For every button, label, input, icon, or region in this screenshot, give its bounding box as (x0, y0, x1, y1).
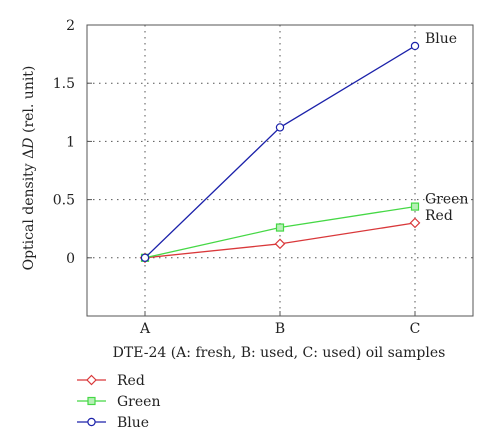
series-blue-point (275, 123, 285, 132)
y-axis-ticks: 0 0.5 1 1.5 2 (53, 18, 92, 267)
series-red-point (274, 238, 286, 250)
series-blue-point (410, 41, 420, 51)
y-axis-label: Optical density ΔD (rel. unit) (21, 66, 37, 271)
y-axis-label-variable: D (21, 137, 37, 149)
legend-label-red: Red (117, 373, 145, 389)
legend-marker-green (87, 396, 96, 406)
legend-marker-blue (87, 417, 96, 427)
series-green-point (275, 223, 285, 232)
series-green-point (410, 202, 420, 211)
series-blue (140, 41, 420, 262)
x-axis-ticks: A B C (139, 311, 420, 337)
x-axis-label: DTE-24 (A: fresh, B: used, C: used) oil … (113, 345, 446, 361)
y-tick-label: 1.5 (53, 76, 75, 92)
x-tick-label: B (275, 321, 285, 337)
series-lines (139, 41, 421, 264)
x-tick-label: A (139, 321, 151, 337)
series-end-label-blue: Blue (425, 31, 457, 47)
legend-item-green: Green (77, 394, 160, 410)
series-red-point (409, 217, 421, 229)
legend-marker-red (86, 374, 97, 386)
y-tick-label: 0 (66, 251, 75, 267)
y-tick-label: 1 (66, 134, 75, 150)
y-tick-label: 0.5 (53, 193, 75, 209)
y-axis-label-unit: (rel. unit) (21, 66, 37, 138)
legend-item-blue: Blue (77, 415, 149, 431)
series-end-label-green: Green (425, 192, 468, 208)
x-tick-label: C (410, 321, 421, 337)
grid-lines (87, 24, 473, 316)
legend-item-red: Red (77, 373, 145, 389)
legend-label-blue: Blue (117, 415, 149, 431)
y-axis-label-delta: Δ (21, 149, 37, 159)
series-blue-point (140, 253, 150, 262)
series-green-line (144, 205, 416, 259)
legend: Red Green Blue (77, 373, 160, 431)
legend-label-green: Green (117, 394, 160, 410)
y-tick-label: 2 (66, 18, 75, 34)
y-axis-label-main: Optical density (21, 159, 37, 271)
series-end-label-red: Red (425, 208, 453, 224)
